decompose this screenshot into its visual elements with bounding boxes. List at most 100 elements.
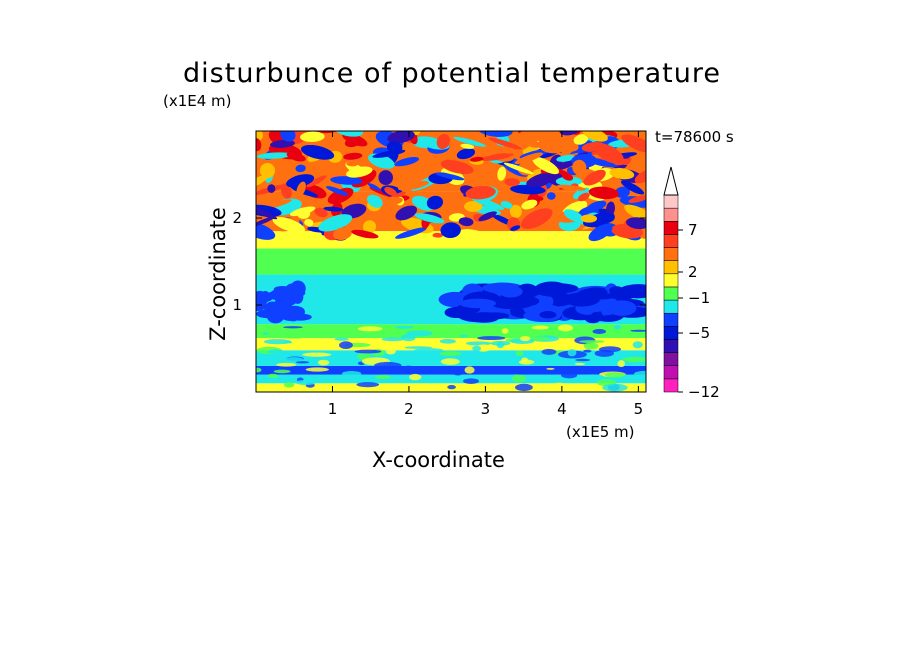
heatmap-cell: [491, 299, 533, 310]
x-ticks: 1 2 3 4 5: [328, 131, 643, 418]
heatmap-cell: [283, 326, 303, 329]
heatmap-cell: [381, 337, 405, 342]
heatmap-cell: [605, 201, 616, 217]
heatmap-cell: [480, 152, 514, 161]
heatmap-cell: [609, 167, 635, 180]
heatmap-cell: [592, 328, 607, 334]
heatmap-cell: [384, 186, 397, 196]
heatmap-cell: [401, 333, 416, 342]
heatmap-cell: [333, 227, 352, 240]
heatmap-cell: [541, 348, 557, 355]
heatmap-cell: [514, 383, 533, 392]
heatmap-cell: [259, 162, 276, 179]
heatmap-cell: [504, 178, 520, 187]
y-tick-label: 2: [232, 209, 242, 227]
heatmap-cell: [435, 172, 465, 181]
heatmap-cell: [385, 348, 396, 355]
heatmap-cell: [357, 326, 383, 332]
heatmap-cell: [519, 335, 531, 342]
heatmap-cell: [282, 341, 293, 344]
heatmap-cell: [432, 232, 443, 238]
heatmap-cell: [465, 341, 492, 346]
heatmap-cell: [456, 148, 476, 160]
heatmap-cell: [497, 166, 507, 181]
heatmap-cell: [546, 367, 555, 370]
heatmap-cell: [521, 199, 538, 210]
heatmap-cell: [575, 358, 591, 362]
heatmap-cell: [624, 204, 646, 223]
heatmap-cell: [256, 367, 262, 373]
heatmap-cell: [464, 366, 475, 374]
heatmap-cell: [622, 356, 646, 363]
heatmap-cell: [267, 349, 285, 355]
heatmap-cell: [296, 181, 306, 197]
heatmap-cell: [468, 312, 500, 323]
heatmap-cell: [440, 159, 474, 175]
heatmap-cell: [531, 325, 549, 330]
heatmap-cell: [573, 134, 589, 145]
heatmap-cell: [345, 166, 373, 178]
heatmap-cell: [501, 328, 509, 334]
heatmap-cell: [515, 350, 524, 356]
heatmap-cell: [267, 184, 276, 193]
heatmap-cell: [557, 324, 573, 332]
heatmap-cell: [550, 382, 569, 390]
heatmap-cell: [300, 131, 325, 142]
heatmap-cell: [295, 361, 310, 364]
heatmap-cell: [290, 280, 306, 297]
heatmap-cell: [256, 296, 266, 304]
heatmap-cell: [579, 340, 605, 344]
heatmap-cell: [352, 374, 376, 380]
heatmap-cell: [535, 196, 544, 201]
heatmap-cell: [439, 351, 462, 356]
heatmap-cell: [563, 209, 583, 222]
heatmap-cell: [323, 206, 344, 212]
heatmap-cell: [459, 229, 493, 242]
heatmap-cell: [452, 368, 464, 376]
heatmap-cell: [374, 361, 402, 369]
heatmap-cell: [256, 152, 293, 159]
colorbar-swatch: [663, 378, 679, 393]
x-tick-label: 3: [481, 400, 491, 418]
heatmap-cell: [272, 216, 306, 233]
y-ticks: 12: [232, 209, 646, 314]
chart-title: disturbunce of potential temperature: [183, 58, 721, 89]
heatmap-cell: [509, 204, 522, 218]
heatmap-cell: [283, 382, 295, 388]
heatmap-cell: [574, 362, 586, 366]
heatmap-cell: [602, 383, 628, 392]
heatmap-cell: [374, 375, 391, 379]
heatmap-cell: [276, 362, 297, 367]
heatmap-cell: [300, 144, 335, 160]
heatmap-cell: [496, 341, 505, 349]
heatmap-cell: [262, 332, 270, 335]
heatmap-cell: [302, 352, 332, 357]
heatmap-cell: [567, 349, 577, 357]
heatmap-cell: [526, 173, 553, 187]
colorbar-swatch: [663, 273, 679, 288]
colorbar-swatch: [663, 312, 679, 327]
heatmap-cell: [286, 174, 315, 188]
heatmap-cell: [633, 370, 646, 378]
heatmap-cell: [367, 183, 381, 191]
x-unit-label: (x1E5 m): [566, 423, 635, 441]
heatmap-cell: [462, 338, 474, 343]
heatmap-cell: [303, 343, 310, 350]
heatmap-cell: [614, 186, 630, 198]
heatmap-cell: [346, 351, 357, 355]
colorbar: 7 2 −1 −5 −12: [663, 166, 720, 401]
heatmap-cell: [279, 305, 301, 321]
heatmap-cell: [532, 156, 560, 175]
heatmap-cell: [546, 192, 556, 200]
heatmap-cell: [394, 325, 414, 329]
heatmap-band: [256, 374, 646, 384]
heatmap-cell: [613, 324, 622, 330]
plot-frame: [255, 130, 647, 393]
heatmap-cell: [314, 207, 328, 218]
heatmap-cell: [630, 329, 646, 332]
heatmap-cell: [510, 225, 521, 231]
heatmap-cell: [362, 220, 377, 234]
heatmap-cell: [306, 175, 327, 188]
heatmap-cell: [563, 292, 600, 307]
heatmap-cell: [366, 194, 383, 208]
